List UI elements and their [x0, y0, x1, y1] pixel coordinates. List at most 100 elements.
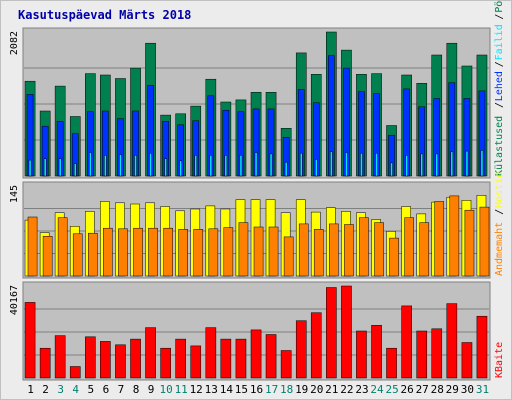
bar-top-failid-20 — [314, 159, 318, 177]
x-tick-label: 25 — [385, 383, 398, 396]
bar-middle-andmemaht-16 — [253, 226, 264, 277]
legend-top-lehed: Lehed — [494, 71, 505, 101]
bar-bottom-baite-24 — [371, 325, 382, 379]
x-tick-label: 30 — [461, 383, 474, 396]
bar-bottom-baite-1 — [24, 302, 36, 379]
x-tick-label: 11 — [175, 383, 188, 396]
bar-top-failid-28 — [435, 153, 439, 177]
x-tick-label: 23 — [355, 383, 368, 396]
bar-bottom-baite-12 — [190, 345, 202, 379]
bar-top-failid-13 — [209, 155, 213, 177]
bar-middle-andmemaht-27 — [419, 222, 430, 277]
bar-bottom-baite-10 — [160, 347, 171, 379]
bar-middle-andmemaht-26 — [404, 217, 414, 277]
bar-top-failid-17 — [269, 153, 273, 177]
bar-middle-andmemaht-7 — [118, 228, 128, 277]
ymax-label-middle: 145 — [9, 185, 20, 203]
bar-bottom-baite-29 — [446, 303, 458, 379]
x-tick-label: 31 — [476, 383, 489, 396]
x-tick-label: 18 — [280, 383, 293, 396]
bar-top-failid-15 — [239, 155, 243, 177]
bar-middle-andmemaht-28 — [434, 201, 445, 277]
bar-top-failid-12 — [194, 155, 198, 177]
bar-bottom-baite-17 — [265, 334, 277, 379]
bar-bottom-baite-13 — [205, 327, 217, 379]
bar-middle-andmemaht-31 — [479, 206, 490, 277]
x-tick-label: 22 — [340, 383, 353, 396]
x-tick-label: 17 — [265, 383, 278, 396]
bar-top-failid-8 — [134, 155, 137, 177]
bar-bottom-baite-15 — [235, 338, 247, 379]
x-tick-label: 4 — [72, 383, 79, 396]
x-tick-label: 2 — [42, 383, 49, 396]
bar-bottom-baite-21 — [326, 287, 337, 379]
bar-bottom-baite-31 — [476, 315, 488, 379]
x-tick-label: 28 — [431, 383, 444, 396]
bar-top-failid-2 — [43, 158, 47, 177]
bar-top-failid-10 — [164, 158, 167, 177]
bar-middle-andmemaht-23 — [359, 217, 369, 277]
bar-middle-andmemaht-9 — [148, 227, 158, 277]
bar-middle-andmemaht-30 — [464, 209, 475, 277]
ymax-label-bottom: 40167 — [9, 285, 20, 315]
bar-top-failid-30 — [465, 150, 469, 177]
bar-bottom-baite-27 — [416, 330, 428, 379]
bar-middle-andmemaht-5 — [88, 232, 98, 277]
bar-bottom-baite-11 — [175, 338, 186, 379]
bar-bottom-baite-26 — [401, 305, 412, 379]
x-tick-label: 13 — [205, 383, 218, 396]
x-tick-label: 14 — [220, 383, 234, 396]
bar-top-failid-18 — [284, 161, 288, 177]
x-tick-label: 29 — [446, 383, 459, 396]
bar-middle-andmemaht-3 — [57, 217, 68, 277]
legend-middle-andmemaht: Andmemaht — [494, 222, 505, 276]
x-tick-label: 12 — [190, 383, 203, 396]
x-tick-label: 7 — [118, 383, 125, 396]
bar-middle-andmemaht-8 — [133, 227, 143, 277]
legend-top-pöördumisi: Pöördumisi — [494, 0, 505, 13]
bar-bottom-baite-25 — [386, 347, 397, 379]
bar-bottom-baite-16 — [250, 329, 262, 379]
bar-middle-andmemaht-6 — [103, 227, 113, 277]
bar-bottom-baite-30 — [461, 342, 473, 379]
legend-separator: / — [494, 209, 505, 215]
bar-bottom-baite-9 — [145, 327, 156, 379]
bar-top-failid-25 — [390, 162, 393, 177]
bar-bottom-baite-18 — [280, 350, 292, 379]
bar-middle-andmemaht-21 — [329, 223, 339, 277]
bar-bottom-baite-20 — [310, 312, 322, 379]
x-tick-label: 9 — [148, 383, 155, 396]
bar-middle-andmemaht-22 — [344, 224, 354, 277]
bar-middle-andmemaht-10 — [163, 227, 173, 277]
x-tick-label: 26 — [400, 383, 413, 396]
bar-bottom-baite-7 — [115, 344, 126, 379]
x-tick-label: 20 — [310, 383, 323, 396]
bar-middle-andmemaht-4 — [72, 233, 83, 277]
bar-top-failid-16 — [254, 152, 258, 177]
x-tick-label: 1 — [27, 383, 34, 396]
bar-bottom-baite-23 — [356, 330, 367, 379]
x-tick-label: 16 — [250, 383, 263, 396]
legend-separator: / — [494, 102, 505, 108]
bar-top-failid-1 — [28, 159, 32, 177]
x-tick-label: 15 — [235, 383, 248, 396]
ymax-label-top: 2082 — [9, 31, 20, 55]
legend-middle-hostid: Hostid — [494, 172, 505, 208]
x-tick-label: 27 — [416, 383, 429, 396]
x-tick-label: 5 — [87, 383, 94, 396]
x-tick-label: 19 — [295, 383, 308, 396]
bar-bottom-baite-8 — [130, 338, 141, 379]
bar-bottom-baite-14 — [220, 338, 232, 379]
bar-bottom-baite-2 — [39, 347, 51, 379]
bar-top-failid-6 — [104, 155, 107, 177]
bar-middle-andmemaht-15 — [238, 222, 249, 277]
x-tick-label: 8 — [133, 383, 140, 396]
chart-title: Kasutuspäevad Märts 2018 — [18, 8, 191, 22]
x-tick-label: 21 — [325, 383, 338, 396]
bar-bottom-baite-28 — [431, 328, 443, 379]
legend-top-külastused: Külastused — [494, 116, 505, 176]
bar-middle-andmemaht-29 — [449, 195, 460, 277]
x-tick-label: 10 — [159, 383, 172, 396]
bar-top-failid-24 — [375, 152, 378, 177]
